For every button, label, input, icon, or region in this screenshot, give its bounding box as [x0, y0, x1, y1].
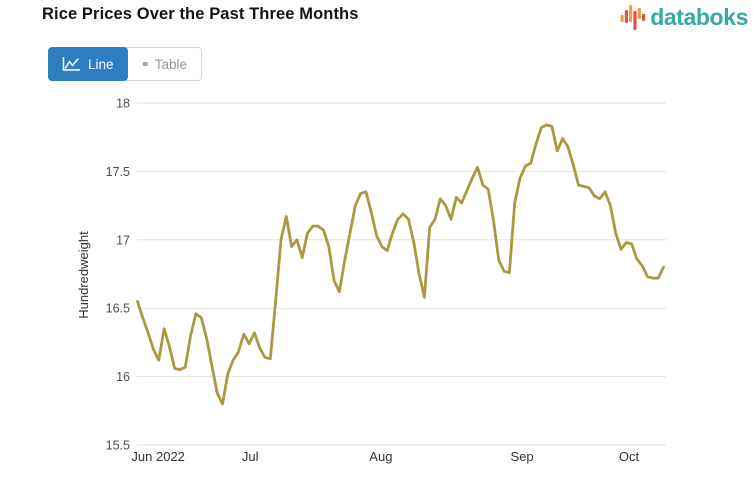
y-tick-label: 16: [116, 370, 130, 384]
x-axis-label: Aug: [369, 449, 392, 464]
table-view-button[interactable]: Table: [126, 47, 202, 81]
y-tick-label: 17: [116, 233, 130, 247]
y-tick-label: 15.5: [106, 439, 130, 453]
y-tick-label: 17.5: [106, 165, 130, 179]
axis-labels: 15.5 16 16.5 17 17.5 18 Jun 2022 Jul Aug Sep Oct: [106, 97, 640, 465]
chart-area: Hundredweight 15.5 16 16.5 17 17.5 18 Jun 2022…: [0, 88, 753, 498]
table-view-label: Table: [154, 56, 187, 72]
page-title: Rice Prices Over the Past Three Months: [42, 5, 359, 23]
line-chart-icon: [62, 57, 80, 71]
price-series: [136, 123, 665, 406]
y-axis-title: Hundredweight: [76, 231, 91, 319]
view-toggle: Line Table: [48, 47, 202, 81]
line-view-label: Line: [88, 56, 114, 72]
table-grid-icon: [143, 62, 148, 66]
gridlines: [137, 102, 666, 446]
databoks-bars-icon: [620, 5, 646, 30]
x-axis-label: Oct: [619, 449, 640, 464]
line-view-button[interactable]: Line: [48, 47, 128, 81]
databoks-logo-text: databoks: [650, 4, 748, 30]
x-axis-label: Jul: [242, 449, 259, 464]
price-line-chart: Hundredweight 15.5 16 16.5 17 17.5 18 Jun 2022…: [76, 97, 666, 465]
x-axis-label: Sep: [511, 449, 534, 464]
price-line: [136, 123, 665, 406]
y-tick-label: 16.5: [106, 302, 130, 316]
x-axis-label: Jun 2022: [131, 449, 185, 464]
databoks-logo[interactable]: databoks: [620, 3, 748, 32]
y-tick-label: 18: [116, 97, 130, 111]
